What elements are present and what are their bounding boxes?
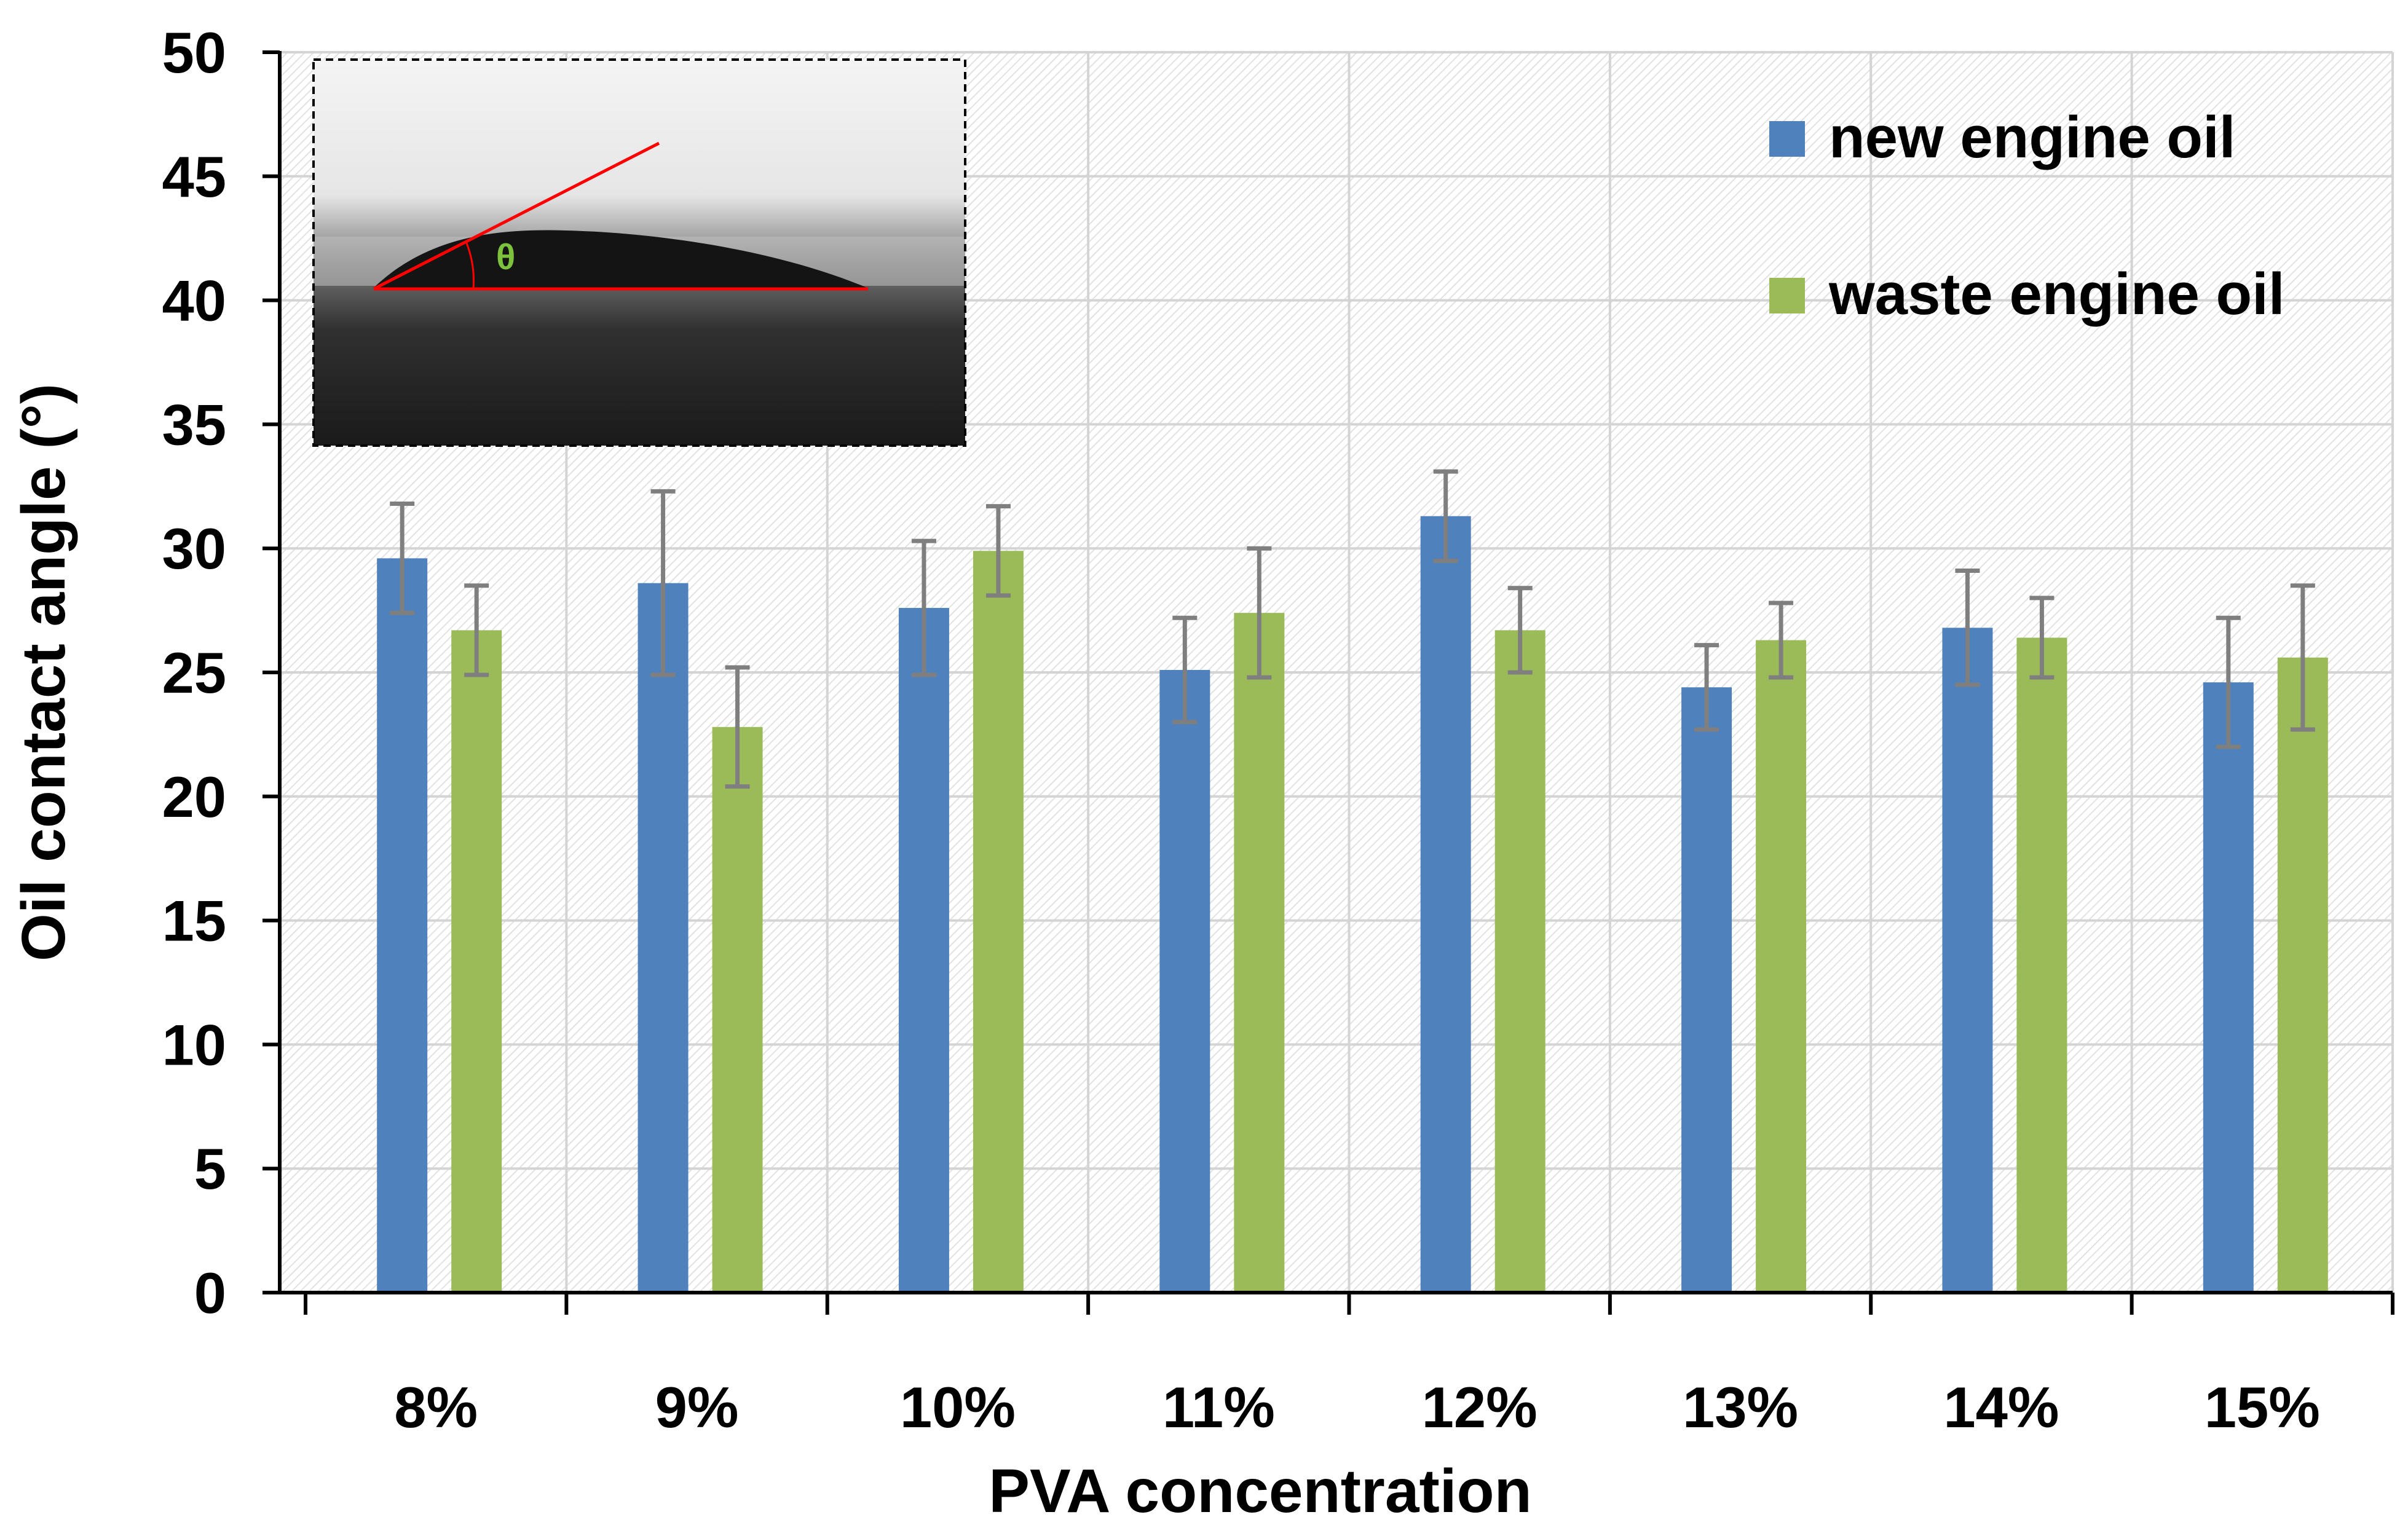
y-tick-label-20: 20 [162, 765, 226, 829]
inset-tangent-line [373, 141, 660, 291]
bar-waste-engine-oil-11pct [1234, 613, 1285, 1293]
inset-angle-symbol: θ [496, 237, 515, 277]
error-bar-waste-engine-oil-12pct [1507, 586, 1533, 675]
inset-angle-arc [465, 241, 475, 289]
error-bar-waste-engine-oil-14pct [2029, 596, 2055, 680]
y-tick-label-5: 5 [194, 1136, 226, 1201]
error-bar-waste-engine-oil-13pct [1769, 601, 1794, 680]
bars-group [377, 516, 2328, 1293]
bar-new-engine-oil-11pct [1159, 669, 1210, 1293]
y-tick-label-10: 10 [162, 1012, 226, 1077]
x-tick-label-8pct: 8% [394, 1375, 478, 1440]
error-bar-new-engine-oil-14pct [1955, 569, 1980, 687]
y-tick-label-30: 30 [162, 516, 226, 581]
error-bar-waste-engine-oil-15pct [2290, 583, 2315, 732]
error-bar-new-engine-oil-10pct [911, 538, 936, 677]
y-tick-label-0: 0 [194, 1261, 226, 1325]
y-tick-label-25: 25 [162, 640, 226, 705]
legend: new engine oil waste engine oil [1769, 104, 2285, 327]
x-tick-label-14pct: 14% [1943, 1375, 2059, 1440]
error-bar-new-engine-oil-15pct [2216, 615, 2241, 749]
bar-new-engine-oil-15pct [2203, 682, 2254, 1293]
bar-new-engine-oil-12pct [1420, 516, 1471, 1293]
bar-waste-engine-oil-8pct [451, 630, 502, 1293]
x-tick-labels: 8% 9% 10% 11% 12% 13% 14% 15% [394, 1375, 2320, 1440]
x-tick-label-12pct: 12% [1422, 1375, 1538, 1440]
legend-label-waste-engine-oil: waste engine oil [1828, 261, 2285, 327]
y-tick-label-40: 40 [162, 269, 226, 333]
y-tick-label-15: 15 [162, 889, 226, 953]
y-axis-title: Oil contact angle (°) [9, 384, 78, 961]
bar-waste-engine-oil-12pct [1494, 630, 1545, 1293]
bar-new-engine-oil-8pct [377, 558, 428, 1293]
x-axis-title: PVA concentration [989, 1457, 1531, 1526]
error-bar-waste-engine-oil-9pct [725, 665, 750, 789]
error-bar-new-engine-oil-8pct [390, 502, 415, 615]
droplet-inset-image: θ [312, 58, 966, 447]
legend-label-new-engine-oil: new engine oil [1829, 104, 2235, 170]
y-tick-label-45: 45 [162, 144, 226, 209]
bar-waste-engine-oil-13pct [1756, 640, 1807, 1293]
bar-waste-engine-oil-10pct [973, 551, 1024, 1293]
x-tick-label-11pct: 11% [1163, 1375, 1275, 1440]
inset-border [312, 58, 966, 447]
x-tick-label-9pct: 9% [655, 1375, 739, 1440]
x-tick-label-15pct: 15% [2205, 1375, 2320, 1440]
bar-new-engine-oil-14pct [1942, 628, 1993, 1293]
bar-waste-engine-oil-15pct [2277, 657, 2328, 1293]
error-bar-waste-engine-oil-8pct [464, 583, 489, 677]
error-bar-new-engine-oil-12pct [1433, 469, 1458, 563]
bar-waste-engine-oil-14pct [2016, 637, 2067, 1293]
axes-group [263, 50, 2394, 1315]
error-bar-waste-engine-oil-11pct [1247, 546, 1272, 680]
x-tick-label-13pct: 13% [1683, 1375, 1798, 1440]
error-bar-new-engine-oil-13pct [1694, 643, 1719, 732]
error-bar-waste-engine-oil-10pct [985, 504, 1011, 598]
error-bar-new-engine-oil-11pct [1172, 615, 1198, 725]
y-tick-label-50: 50 [162, 20, 226, 85]
x-tick-label-10pct: 10% [900, 1375, 1016, 1440]
bar-waste-engine-oil-9pct [712, 727, 763, 1293]
error-bars-group [390, 469, 2315, 789]
legend-swatch-new-engine-oil [1769, 121, 1805, 157]
y-tick-labels: 0 5 10 15 20 25 30 35 40 45 50 [162, 20, 226, 1325]
y-tick-label-35: 35 [162, 392, 226, 457]
bar-new-engine-oil-13pct [1681, 687, 1732, 1293]
error-bar-new-engine-oil-9pct [650, 489, 676, 677]
bar-new-engine-oil-9pct [638, 583, 689, 1293]
inset-droplet [374, 230, 867, 288]
bar-new-engine-oil-10pct [898, 608, 949, 1293]
legend-swatch-waste-engine-oil [1769, 278, 1805, 313]
